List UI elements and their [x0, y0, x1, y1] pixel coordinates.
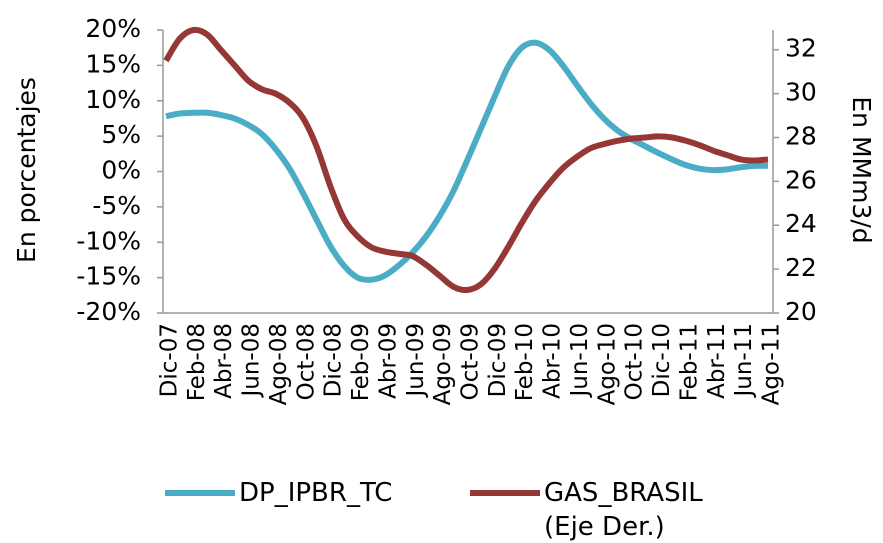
y2-tick-label: 28: [785, 121, 817, 150]
x-tick-label: Jun-11: [731, 323, 757, 399]
x-tick-label: Feb-09: [348, 323, 374, 401]
x-tick-label: Abr-10: [540, 323, 566, 399]
x-tick-label: Oct-09: [458, 323, 484, 400]
x-tick-label: Ago-10: [594, 323, 620, 405]
x-tick-label: Jun-09: [403, 323, 429, 399]
x-tick-label: Ago-11: [759, 323, 785, 405]
x-tick-label: Jun-10: [567, 323, 593, 399]
x-tick-label: Dic-08: [321, 323, 347, 397]
y-tick-label: -5%: [92, 191, 141, 220]
y2-tick-label: 24: [785, 209, 817, 238]
y2-tick-label: 30: [785, 78, 817, 107]
x-tick-label: Abr-09: [375, 323, 401, 399]
y-tick-label: 20%: [85, 14, 141, 43]
series-line: [165, 39, 769, 283]
y2-tick-label: 20: [785, 297, 817, 326]
series-line: [163, 26, 769, 294]
y2-tick-label: 22: [785, 253, 817, 282]
y-axis-title: En porcentajes: [12, 77, 41, 263]
y-tick-label: -20%: [76, 297, 141, 326]
y-tick-label: -10%: [76, 226, 141, 255]
y2-axis-title: En MMm3/d: [847, 96, 876, 243]
x-tick-label: Dic-10: [649, 323, 675, 397]
y-tick-label: 10%: [85, 85, 141, 114]
x-tick-label: Abr-08: [211, 323, 237, 399]
x-tick-label: Abr-11: [704, 323, 730, 399]
x-tick-label: Dic-07: [157, 323, 183, 397]
y2-tick-label: 26: [785, 165, 817, 194]
x-tick-label: Ago-08: [266, 323, 292, 405]
x-tick-label: Feb-10: [512, 323, 538, 401]
legend-label: GAS_BRASIL (Eje Der.): [544, 478, 703, 542]
y-tick-label: 0%: [101, 156, 141, 185]
x-tick-label: Dic-09: [485, 323, 511, 397]
x-tick-label: Jun-08: [239, 323, 265, 399]
x-tick-label: Feb-11: [676, 323, 702, 401]
y-tick-label: 15%: [85, 49, 141, 78]
y-tick-label: 5%: [101, 120, 141, 149]
y-tick-label: -15%: [76, 262, 141, 291]
y2-tick-label: 32: [785, 34, 817, 63]
legend-label: DP_IPBR_TC: [239, 478, 393, 508]
x-tick-label: Oct-08: [293, 323, 319, 400]
x-tick-label: Feb-08: [184, 323, 210, 401]
x-tick-label: Ago-09: [430, 323, 456, 405]
x-tick-label: Oct-10: [622, 323, 648, 400]
